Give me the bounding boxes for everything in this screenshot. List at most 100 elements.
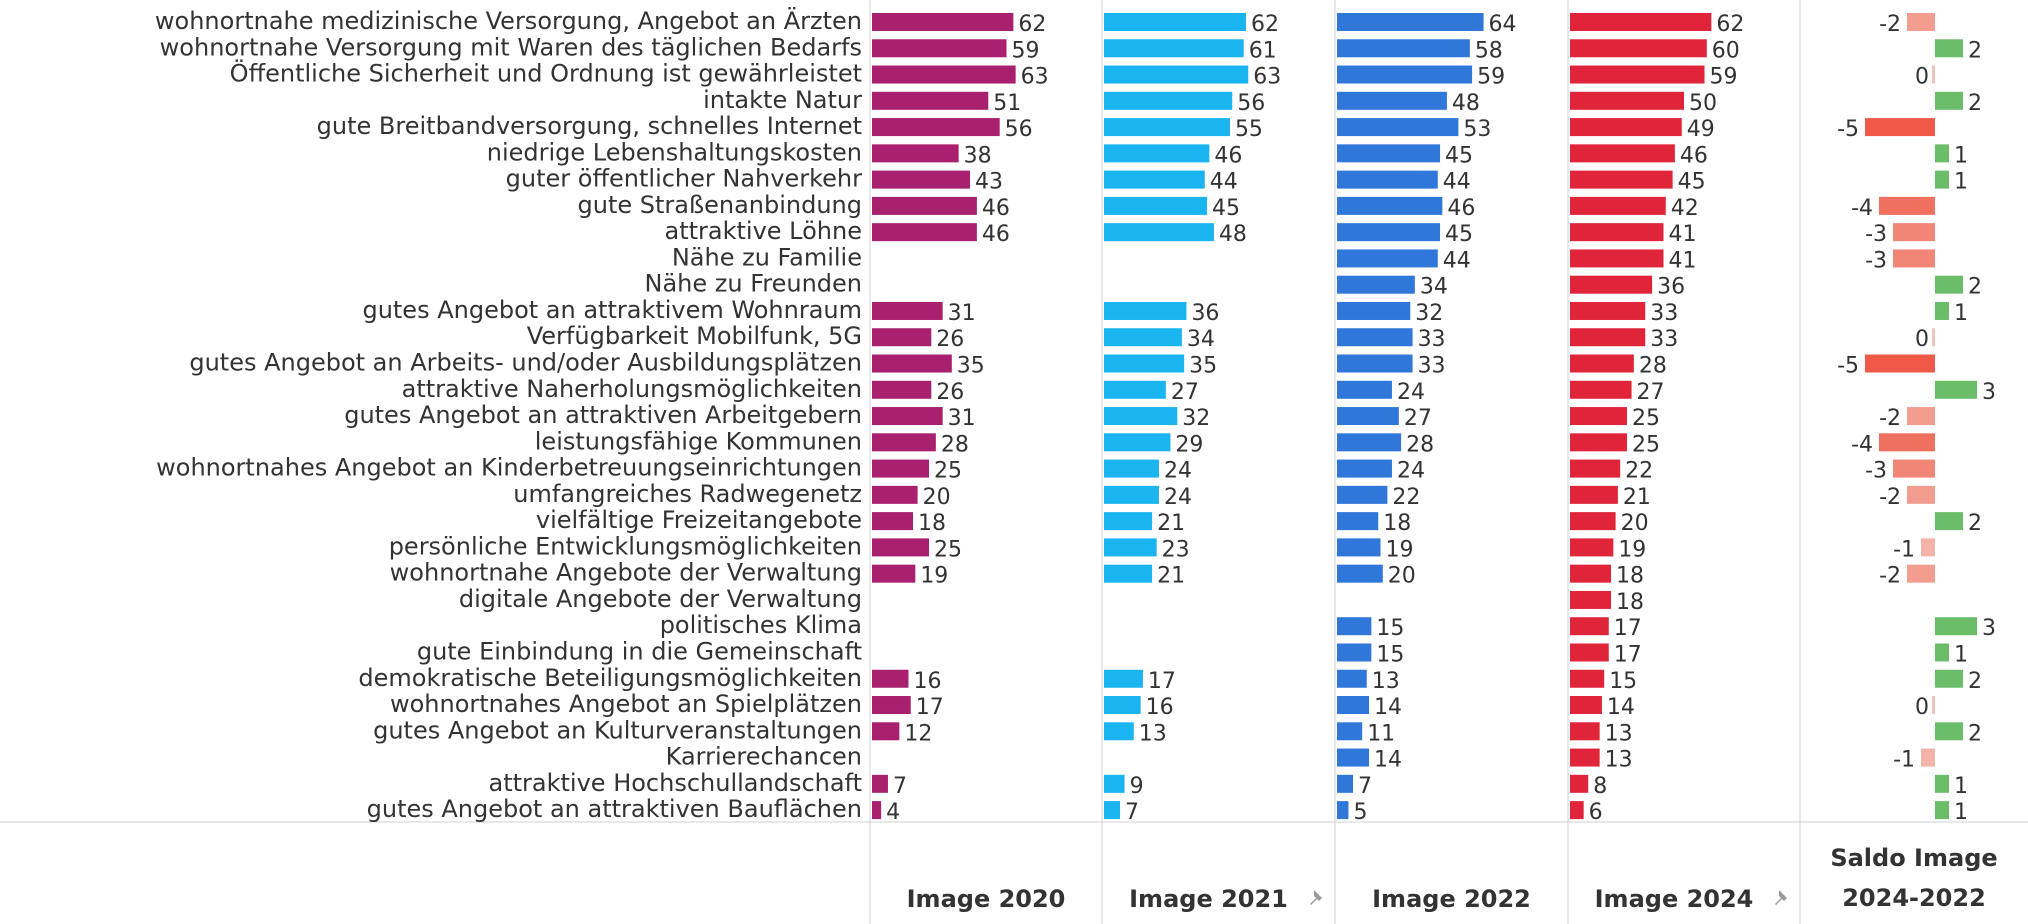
value-label: 61	[1249, 38, 1277, 63]
value-label: 33	[1650, 327, 1678, 352]
value-label: 21	[1623, 485, 1651, 510]
panel-header: Image 2021	[1129, 885, 1288, 913]
value-label: 24	[1397, 380, 1425, 405]
category-label: attraktive Hochschullandschaft	[489, 769, 862, 797]
bar	[1104, 39, 1244, 58]
bar	[872, 196, 977, 215]
bar	[1570, 39, 1707, 58]
value-label: 51	[993, 91, 1021, 116]
bar	[1337, 380, 1392, 399]
value-label: 49	[1687, 117, 1715, 142]
bar	[872, 380, 932, 399]
bar	[1570, 643, 1609, 662]
bar	[1104, 512, 1153, 531]
bar	[872, 459, 929, 478]
bar	[1570, 13, 1712, 31]
bar	[1337, 617, 1372, 636]
value-label: -2	[1879, 406, 1901, 431]
bar	[1104, 118, 1230, 137]
value-label: 26	[936, 380, 964, 405]
bar	[1104, 696, 1141, 715]
bar	[1337, 485, 1388, 504]
bar	[1570, 774, 1589, 793]
value-label: 20	[1388, 564, 1416, 589]
value-label: 1	[1954, 143, 1968, 168]
bar	[872, 669, 909, 688]
value-label: 1	[1954, 642, 1968, 667]
value-label: 24	[1397, 459, 1425, 484]
value-label: 62	[1018, 12, 1046, 37]
category-label: persönliche Entwicklungsmöglichkeiten	[389, 532, 862, 560]
panel-header: Saldo Image 2024-2022	[1830, 844, 1998, 912]
bar	[872, 801, 882, 820]
value-label: -2	[1879, 485, 1901, 510]
value-label: 63	[1253, 65, 1281, 90]
bar	[1337, 275, 1415, 294]
category-label: Öffentliche Sicherheit und Ordnung ist g…	[230, 59, 862, 88]
value-label: 7	[1358, 774, 1372, 799]
value-label: 56	[1237, 91, 1265, 116]
value-label: 46	[1680, 143, 1708, 168]
bar	[1337, 669, 1367, 688]
bar	[1865, 118, 1935, 137]
value-label: 32	[1182, 406, 1210, 431]
bar	[1570, 564, 1612, 583]
bar	[1935, 144, 1949, 163]
bar	[872, 13, 1014, 31]
bar	[1921, 538, 1935, 557]
value-label: 16	[1146, 695, 1174, 720]
value-label: 46	[982, 196, 1010, 221]
bar	[1104, 196, 1208, 215]
bar	[1570, 538, 1614, 557]
value-label: 15	[1376, 616, 1404, 641]
bar	[1337, 564, 1383, 583]
value-label: 45	[1445, 143, 1473, 168]
category-label: wohnortnahe medizinische Versorgung, Ang…	[155, 6, 862, 35]
value-label: 63	[1021, 65, 1049, 90]
bar	[872, 65, 1016, 84]
category-label: Nähe zu Freunden	[645, 270, 863, 298]
category-label: niedrige Lebenshaltungskosten	[487, 138, 862, 166]
bar	[1104, 144, 1210, 163]
bar	[1337, 722, 1363, 741]
value-label: 17	[916, 695, 944, 720]
bar	[1337, 538, 1381, 557]
value-label: 24	[1164, 485, 1192, 510]
value-label: 62	[1716, 12, 1744, 37]
value-label: 28	[1639, 354, 1667, 379]
bar	[1337, 512, 1379, 531]
bar	[1570, 433, 1627, 452]
category-label: wohnortnahe Versorgung mit Waren des täg…	[160, 33, 862, 61]
value-label: 25	[934, 459, 962, 484]
value-label: 25	[1632, 432, 1660, 457]
value-label: 41	[1668, 222, 1696, 247]
bar	[1879, 196, 1935, 215]
bar	[1104, 65, 1249, 84]
category-label: Verfügbarkeit Mobilfunk, 5G	[527, 322, 862, 350]
bar	[1570, 380, 1632, 399]
bar	[1337, 91, 1447, 110]
value-label: 45	[1445, 222, 1473, 247]
bar	[1337, 748, 1370, 767]
value-label: 13	[1605, 721, 1633, 746]
value-label: 46	[1214, 143, 1242, 168]
value-label: 28	[941, 432, 969, 457]
bar	[1337, 144, 1441, 163]
value-label: 20	[1621, 511, 1649, 536]
value-label: -3	[1865, 222, 1887, 247]
value-label: 22	[1625, 459, 1653, 484]
value-label: 29	[1175, 432, 1203, 457]
bar	[872, 407, 943, 426]
bar	[872, 301, 943, 320]
bar	[1104, 485, 1159, 504]
value-label: 31	[948, 406, 976, 431]
bar	[1907, 13, 1935, 31]
bar	[1337, 696, 1370, 715]
bar	[1570, 485, 1618, 504]
value-label: 14	[1374, 695, 1402, 720]
value-label: 7	[893, 774, 907, 799]
value-label: 41	[1668, 248, 1696, 273]
value-label: 25	[1632, 406, 1660, 431]
value-label: 9	[1130, 774, 1144, 799]
